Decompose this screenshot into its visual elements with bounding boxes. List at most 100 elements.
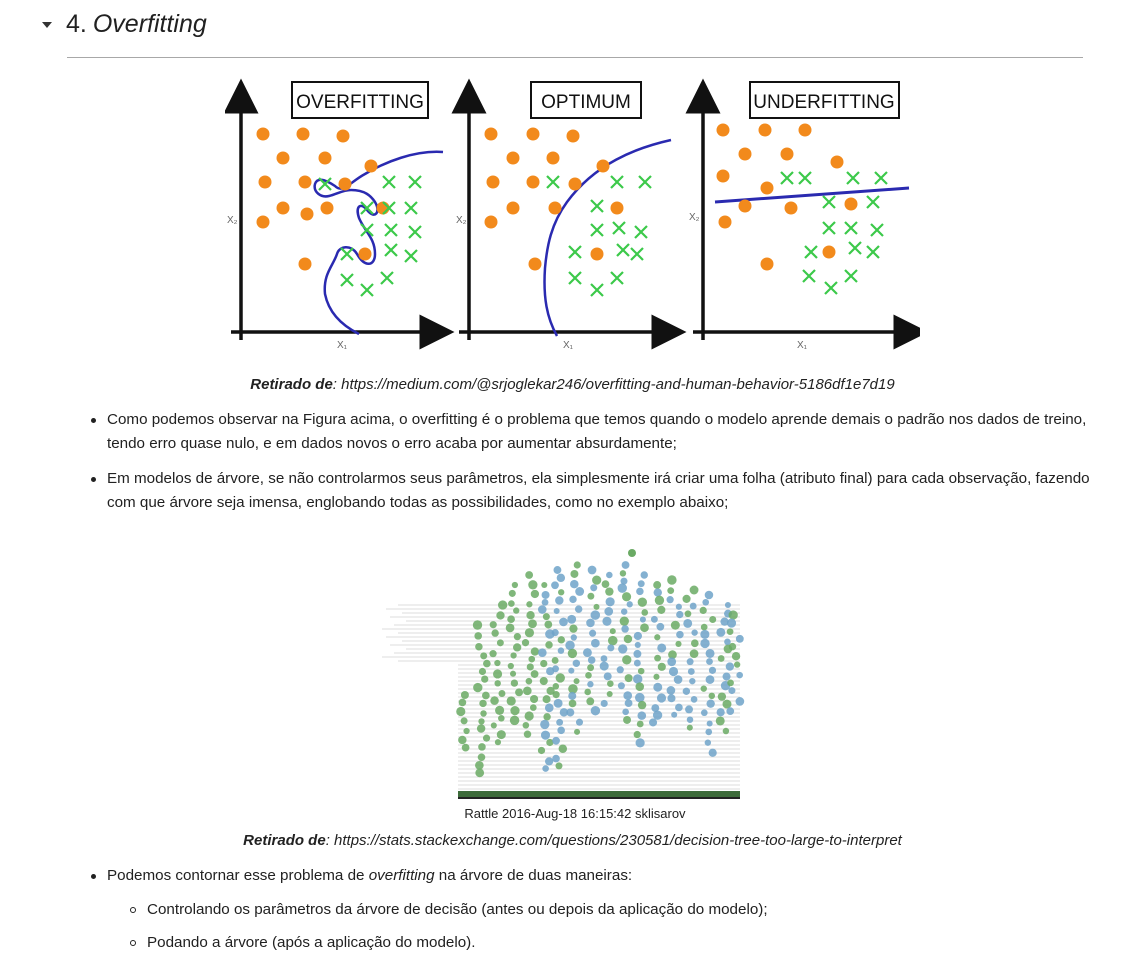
tree-node xyxy=(537,746,546,755)
tree-node xyxy=(586,697,595,706)
x-axis-label: X₁ xyxy=(337,340,348,351)
collapse-caret-icon[interactable] xyxy=(42,22,52,28)
tree-node xyxy=(541,590,550,599)
tree-node xyxy=(587,565,597,575)
tree-node xyxy=(682,594,691,603)
green-cross xyxy=(610,271,624,285)
green-cross xyxy=(384,223,398,237)
tree-node xyxy=(690,695,698,703)
tree-node xyxy=(728,687,736,695)
tree-node xyxy=(551,629,559,637)
tree-node xyxy=(557,647,565,654)
green-cross xyxy=(382,175,396,189)
tree-node xyxy=(587,681,594,688)
green-cross xyxy=(804,245,818,259)
tree-node xyxy=(599,661,609,671)
overfitting-figure: OVERFITTING OPTIMUM UNDERFITTING X₁ X₁ X… xyxy=(225,78,920,351)
orange-dot xyxy=(780,147,794,161)
tree-node xyxy=(675,640,682,647)
orange-dot xyxy=(596,159,610,173)
tree-node xyxy=(565,640,575,651)
tree-node xyxy=(540,730,551,740)
sub-list-item: Podando a árvore (após a aplicação do mo… xyxy=(0,931,1100,955)
tree-node xyxy=(706,658,713,665)
orange-dot xyxy=(298,175,312,189)
tree-node xyxy=(540,659,548,668)
tree-node xyxy=(529,694,539,704)
tree-node xyxy=(513,643,522,652)
tree-node xyxy=(656,693,667,703)
tree-node xyxy=(489,650,497,658)
tree-node xyxy=(683,618,693,628)
tree-node xyxy=(633,730,641,739)
tree-node xyxy=(637,667,645,675)
tree-node xyxy=(475,768,485,778)
tree-node xyxy=(574,605,583,613)
tree-node xyxy=(545,641,553,649)
tree-node xyxy=(705,728,713,736)
tree-node xyxy=(735,697,745,706)
tree-node xyxy=(654,654,662,662)
tree-node xyxy=(617,583,627,593)
tree-node xyxy=(689,677,696,685)
tree-node xyxy=(689,585,699,595)
tree-node xyxy=(583,648,592,657)
green-cross xyxy=(408,225,422,239)
tree-node xyxy=(495,705,505,715)
tree-node xyxy=(574,728,581,735)
tree-node xyxy=(619,616,629,626)
tree-node xyxy=(460,717,468,725)
tree-node xyxy=(505,623,515,633)
orange-dot xyxy=(566,129,580,143)
tree-node xyxy=(624,674,633,683)
tree-node xyxy=(575,587,585,596)
tree-node xyxy=(667,694,676,703)
tree-node xyxy=(539,676,548,686)
tree-node xyxy=(494,680,501,687)
tree-node xyxy=(602,616,612,626)
tree-node xyxy=(509,670,517,677)
tree-node xyxy=(537,605,547,614)
tree-node xyxy=(687,668,695,675)
orange-dot xyxy=(590,247,604,261)
orange-dot xyxy=(528,257,542,271)
tree-node xyxy=(702,598,710,606)
tree-node xyxy=(728,642,737,651)
tree-node xyxy=(676,610,684,619)
tree-node xyxy=(706,699,715,708)
tree-node xyxy=(558,744,568,753)
tree-node xyxy=(685,705,694,714)
orange-dot xyxy=(300,207,314,221)
orange-dot xyxy=(258,175,272,189)
tree-node xyxy=(542,613,550,621)
tree-node xyxy=(587,664,595,672)
tree-node xyxy=(635,738,645,748)
tree-node xyxy=(589,629,597,637)
decision-tree-figure xyxy=(382,549,745,799)
tree-node xyxy=(617,682,625,690)
tree-node xyxy=(649,718,658,727)
tree-node xyxy=(524,628,535,638)
tree-node xyxy=(620,608,628,615)
tree-node xyxy=(636,587,644,596)
tree-node xyxy=(526,611,535,620)
tree-node xyxy=(700,623,708,631)
tree-node xyxy=(557,636,565,644)
tree-node xyxy=(481,691,490,700)
tree-node xyxy=(670,620,680,630)
tree-node xyxy=(639,616,646,623)
tree-node xyxy=(637,711,647,720)
tree-node xyxy=(566,708,575,717)
tree-node xyxy=(624,699,633,708)
tree-node xyxy=(552,691,560,699)
tree-node xyxy=(463,727,470,735)
tree-node xyxy=(490,696,499,705)
tree-node xyxy=(724,638,731,646)
list-item: Podemos contornar esse problema de overf… xyxy=(0,864,1100,888)
tree-node xyxy=(494,739,502,746)
orange-dot xyxy=(338,177,352,191)
orange-dot xyxy=(758,123,772,137)
orange-dot xyxy=(830,155,844,169)
tree-node xyxy=(509,715,520,726)
tree-node xyxy=(705,675,715,684)
